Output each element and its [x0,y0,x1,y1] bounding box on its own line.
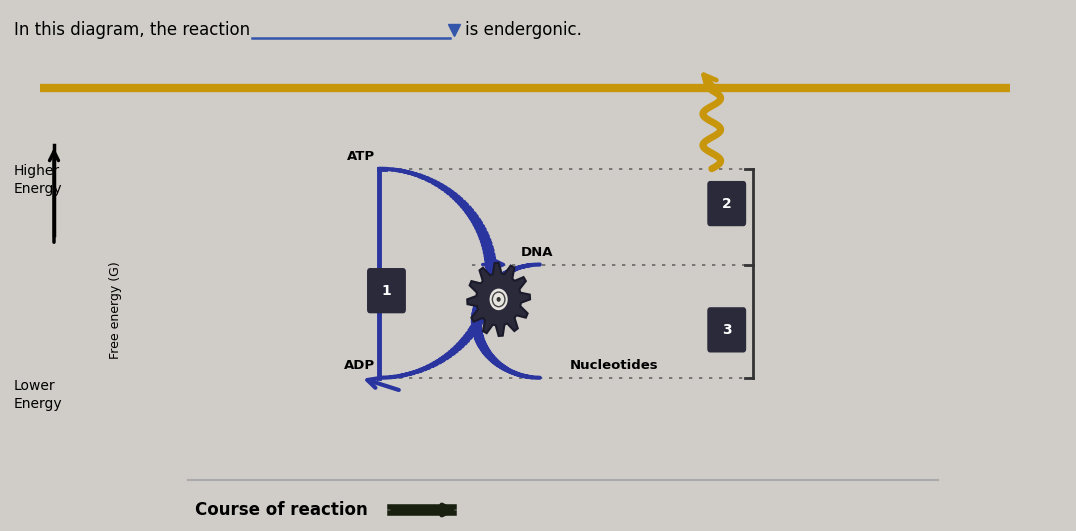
Polygon shape [467,263,530,336]
Text: DNA: DNA [521,246,553,259]
Text: ADP: ADP [344,358,376,372]
Text: Lower
Energy: Lower Energy [14,379,62,411]
FancyBboxPatch shape [367,268,406,313]
Text: Higher
Energy: Higher Energy [14,164,62,196]
FancyBboxPatch shape [707,307,746,353]
Text: Course of reaction: Course of reaction [195,501,368,519]
Text: ATP: ATP [348,150,376,162]
Circle shape [489,287,509,312]
Text: 1: 1 [382,284,392,298]
FancyBboxPatch shape [707,181,746,226]
Text: In this diagram, the reaction: In this diagram, the reaction [14,21,250,39]
Text: 3: 3 [722,323,732,337]
Text: Free energy (G): Free energy (G) [109,261,122,359]
Circle shape [497,297,500,302]
Text: 2: 2 [722,196,732,211]
Circle shape [493,292,505,307]
Text: Nucleotides: Nucleotides [569,358,659,372]
Text: is endergonic.: is endergonic. [465,21,582,39]
